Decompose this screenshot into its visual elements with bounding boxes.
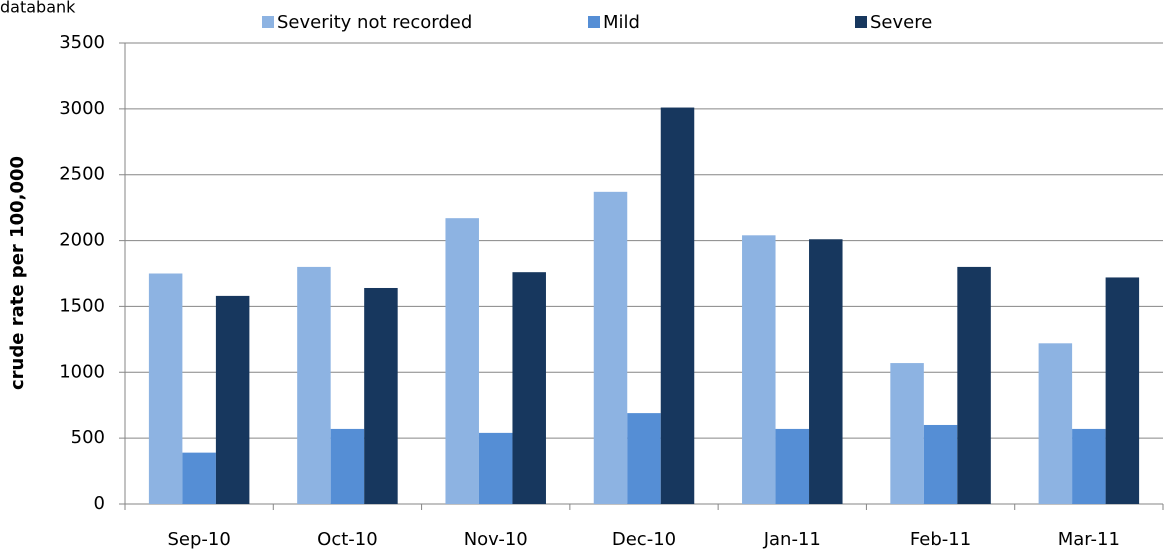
bar	[809, 239, 843, 505]
bar	[445, 218, 479, 504]
bar	[330, 428, 365, 504]
y-axis-label: crude rate per 100,000	[7, 156, 28, 390]
x-tick-label: Nov-10	[464, 529, 528, 550]
y-tick-label: 2000	[59, 230, 105, 251]
bar	[215, 295, 250, 504]
bar	[478, 432, 513, 504]
legend-swatch	[588, 16, 600, 28]
y-tick-label: 3500	[59, 32, 105, 53]
bar	[297, 266, 331, 504]
annotation: databank	[0, 0, 76, 17]
x-tick-label: Feb-11	[910, 529, 971, 550]
legend-swatch	[262, 16, 274, 28]
bar	[364, 287, 398, 504]
legend-swatch	[855, 16, 867, 28]
legend-label: Severe	[870, 12, 932, 33]
bar	[627, 413, 661, 504]
legend-label: Severity not recorded	[277, 12, 472, 33]
y-tick-label: 2500	[59, 164, 105, 185]
bar	[660, 107, 695, 504]
y-tick-label: 1000	[59, 361, 105, 382]
bar	[1105, 277, 1140, 504]
bar	[923, 424, 958, 504]
bar	[148, 273, 183, 504]
bar	[182, 452, 216, 504]
bar	[890, 363, 924, 504]
x-tick-label: Oct-10	[317, 529, 378, 550]
y-tick-label: 3000	[59, 98, 105, 119]
bar	[512, 272, 546, 504]
x-tick-label: Mar-11	[1058, 529, 1120, 550]
y-tick-label: 1500	[59, 295, 105, 316]
x-tick-label: Jan-11	[763, 529, 821, 550]
bar	[775, 428, 810, 504]
x-tick-label: Sep-10	[167, 529, 230, 550]
legend-label: Mild	[603, 12, 640, 33]
x-tick-label: Dec-10	[612, 529, 676, 550]
y-tick-label: 500	[71, 427, 105, 448]
y-tick-label: 0	[94, 493, 105, 514]
bar	[742, 235, 776, 504]
bar	[957, 266, 991, 504]
bar	[593, 191, 628, 504]
bar	[1038, 343, 1073, 504]
bar	[1072, 428, 1106, 504]
